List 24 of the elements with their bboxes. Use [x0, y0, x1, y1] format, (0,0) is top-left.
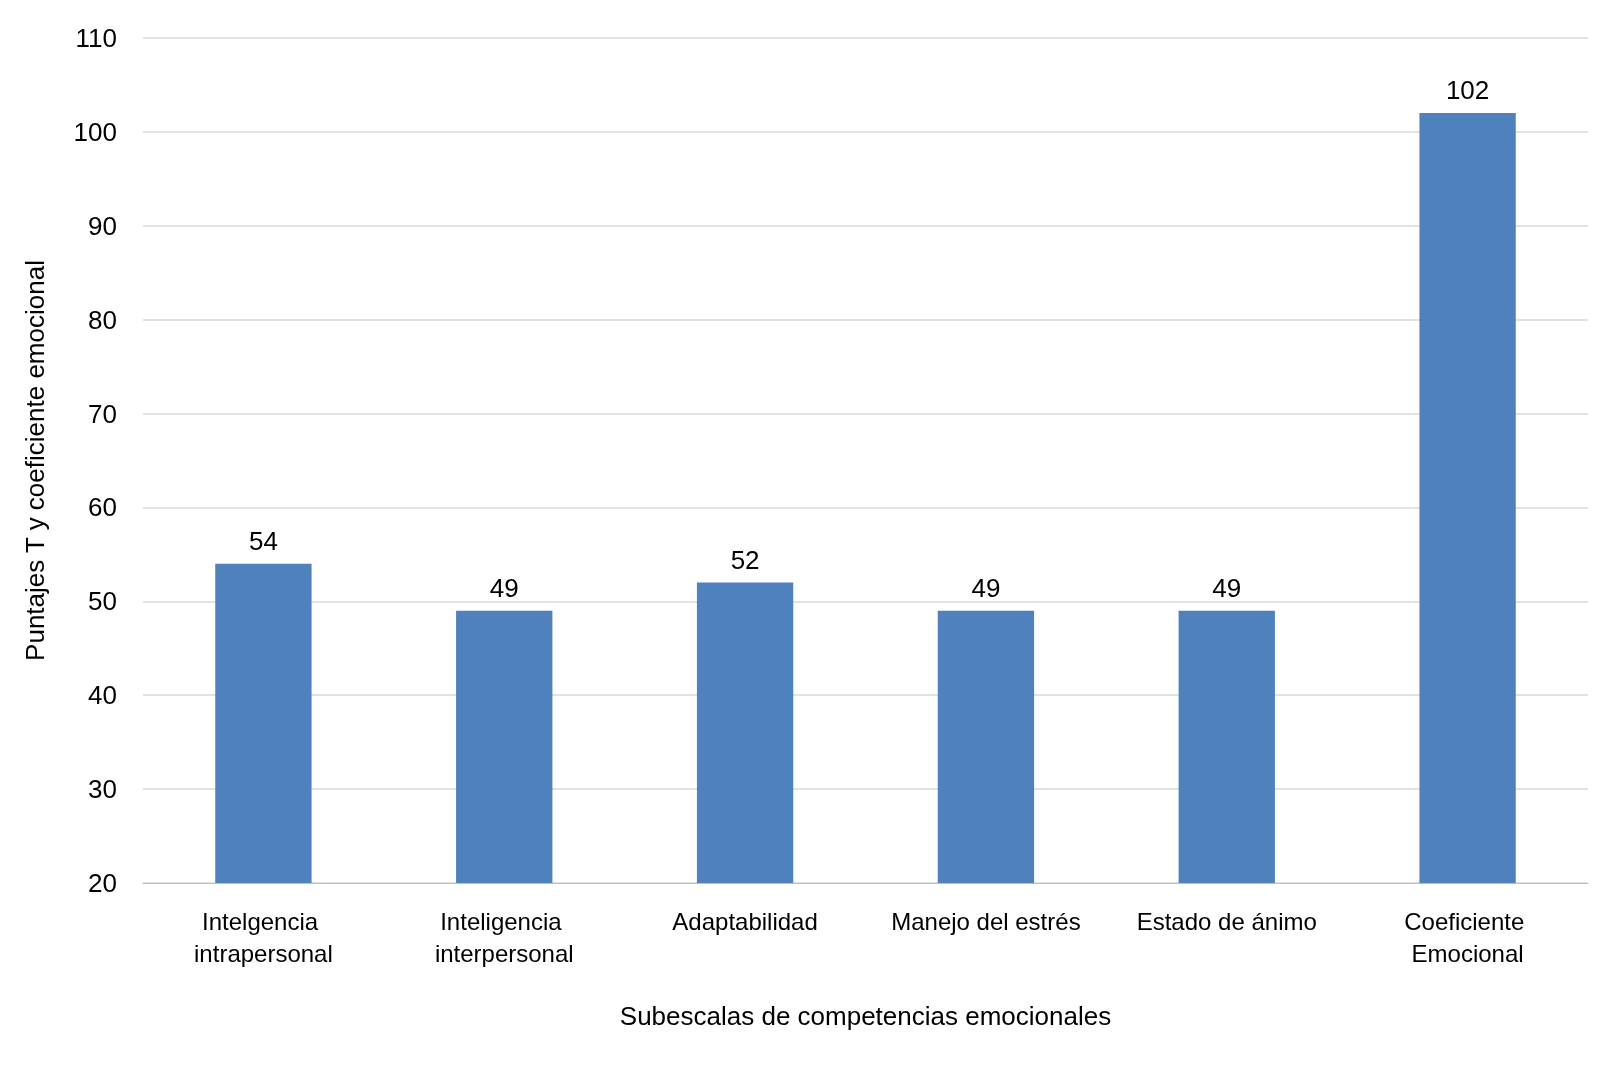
- x-axis-title: Subescalas de competencias emocionales: [619, 1001, 1112, 1031]
- data-label: 102: [1445, 75, 1490, 106]
- y-tick-label: 80: [88, 304, 117, 335]
- x-tick-label: Inteligencia interpersonal: [434, 907, 574, 967]
- x-tick-label: Estado de ánimo: [1136, 907, 1317, 935]
- y-tick-label: 40: [88, 680, 117, 711]
- y-axis-title: Puntajes T y coeficiente emocional: [20, 260, 50, 661]
- y-tick-label: 30: [88, 774, 117, 805]
- y-tick-label: 110: [75, 23, 117, 53]
- y-tick-label: 90: [88, 210, 117, 241]
- data-label: 52: [730, 544, 760, 575]
- y-tick-label: 20: [88, 868, 117, 898]
- y-tick-label: 100: [73, 116, 117, 147]
- x-tick-label: Manejo del estrés: [891, 907, 1081, 935]
- x-tick-label: Coeficiente Emocional: [1404, 907, 1531, 967]
- data-label: 54: [248, 525, 278, 556]
- data-label: 49: [1212, 572, 1242, 603]
- data-label: 49: [489, 572, 519, 603]
- y-tick-label: 60: [88, 492, 117, 523]
- x-tick-label: Adaptabilidad: [672, 907, 818, 935]
- data-label: 49: [971, 572, 1001, 603]
- x-tick-label: Intelgencia intrapersonal: [194, 907, 333, 967]
- y-tick-label: 70: [88, 398, 117, 429]
- y-tick-label: 50: [88, 586, 117, 617]
